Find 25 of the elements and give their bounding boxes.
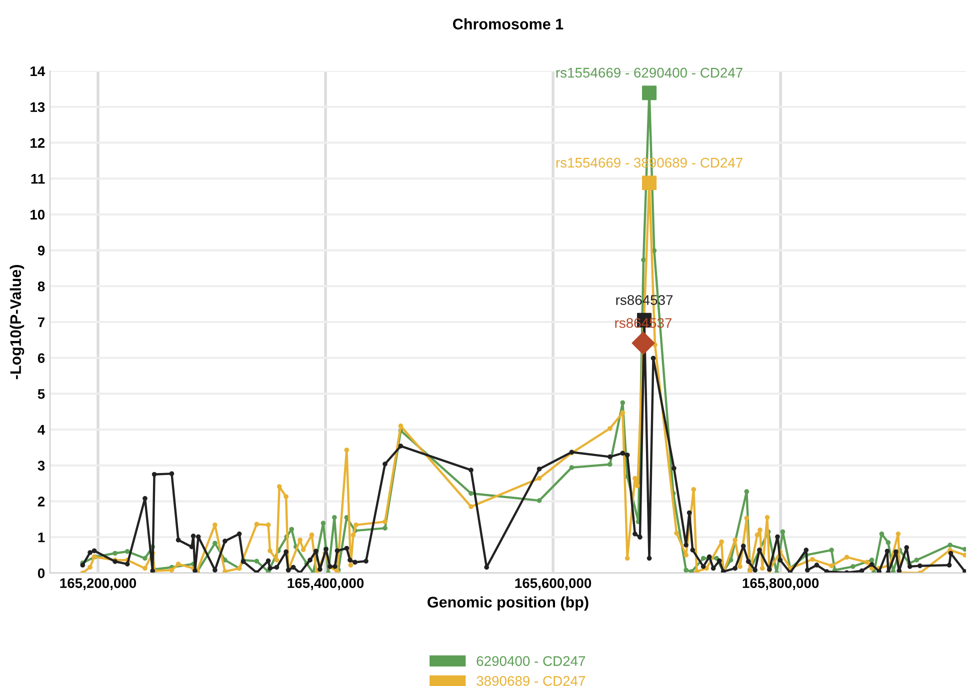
x-axis-title: Genomic position (bp) <box>428 596 588 611</box>
chart-title: Chromosome 1 <box>453 18 564 30</box>
y-tick-label: 2 <box>38 496 45 506</box>
y-tick-label: 5 <box>38 389 45 399</box>
y-tick-label: 14 <box>30 66 46 76</box>
y-tick-label: 12 <box>30 138 45 148</box>
y-axis-title: -Log10(P-Value) <box>10 265 24 380</box>
y-tick-label: 1 <box>38 532 45 542</box>
y-tick-label: 10 <box>30 210 45 220</box>
x-tick-label: 165,800,000 <box>742 578 819 590</box>
y-tick-label: 6 <box>38 353 45 364</box>
y-tick-label: 13 <box>30 102 45 112</box>
legend-label: 6290400 - CD247 <box>476 656 586 666</box>
y-tick-label: 9 <box>38 246 45 256</box>
annotation: rs1554669 - 6290400 - CD247 <box>556 68 742 78</box>
y-tick-label: 8 <box>38 281 45 292</box>
x-tick-label: 165,400,000 <box>288 578 364 590</box>
y-tick-label: 11 <box>31 174 45 184</box>
y-tick-label: 4 <box>38 425 46 435</box>
y-tick-label: 3 <box>38 460 45 471</box>
legend-label: 3890689 - CD247 <box>476 676 586 686</box>
x-tick-label: 165,600,000 <box>515 578 592 590</box>
y-tick-label: 7 <box>38 317 45 328</box>
y-tick-label: 0 <box>38 568 45 578</box>
x-tick-label: 165,200,000 <box>60 578 136 590</box>
